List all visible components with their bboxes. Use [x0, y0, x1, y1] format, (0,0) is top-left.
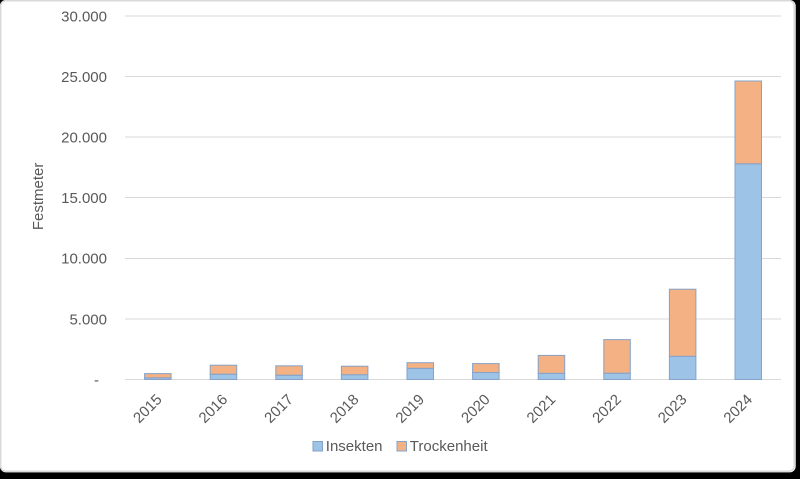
svg-text:Festmeter: Festmeter	[30, 163, 47, 231]
svg-text:Trockenheit: Trockenheit	[410, 438, 489, 455]
svg-text:5.000: 5.000	[69, 311, 107, 328]
svg-text:30.000: 30.000	[61, 8, 107, 25]
svg-text:10.000: 10.000	[61, 251, 107, 268]
svg-text:15.000: 15.000	[61, 190, 107, 207]
svg-text:20.000: 20.000	[61, 130, 107, 147]
svg-text:-: -	[94, 372, 99, 389]
svg-text:Insekten: Insekten	[326, 438, 383, 455]
svg-text:25.000: 25.000	[61, 69, 107, 86]
